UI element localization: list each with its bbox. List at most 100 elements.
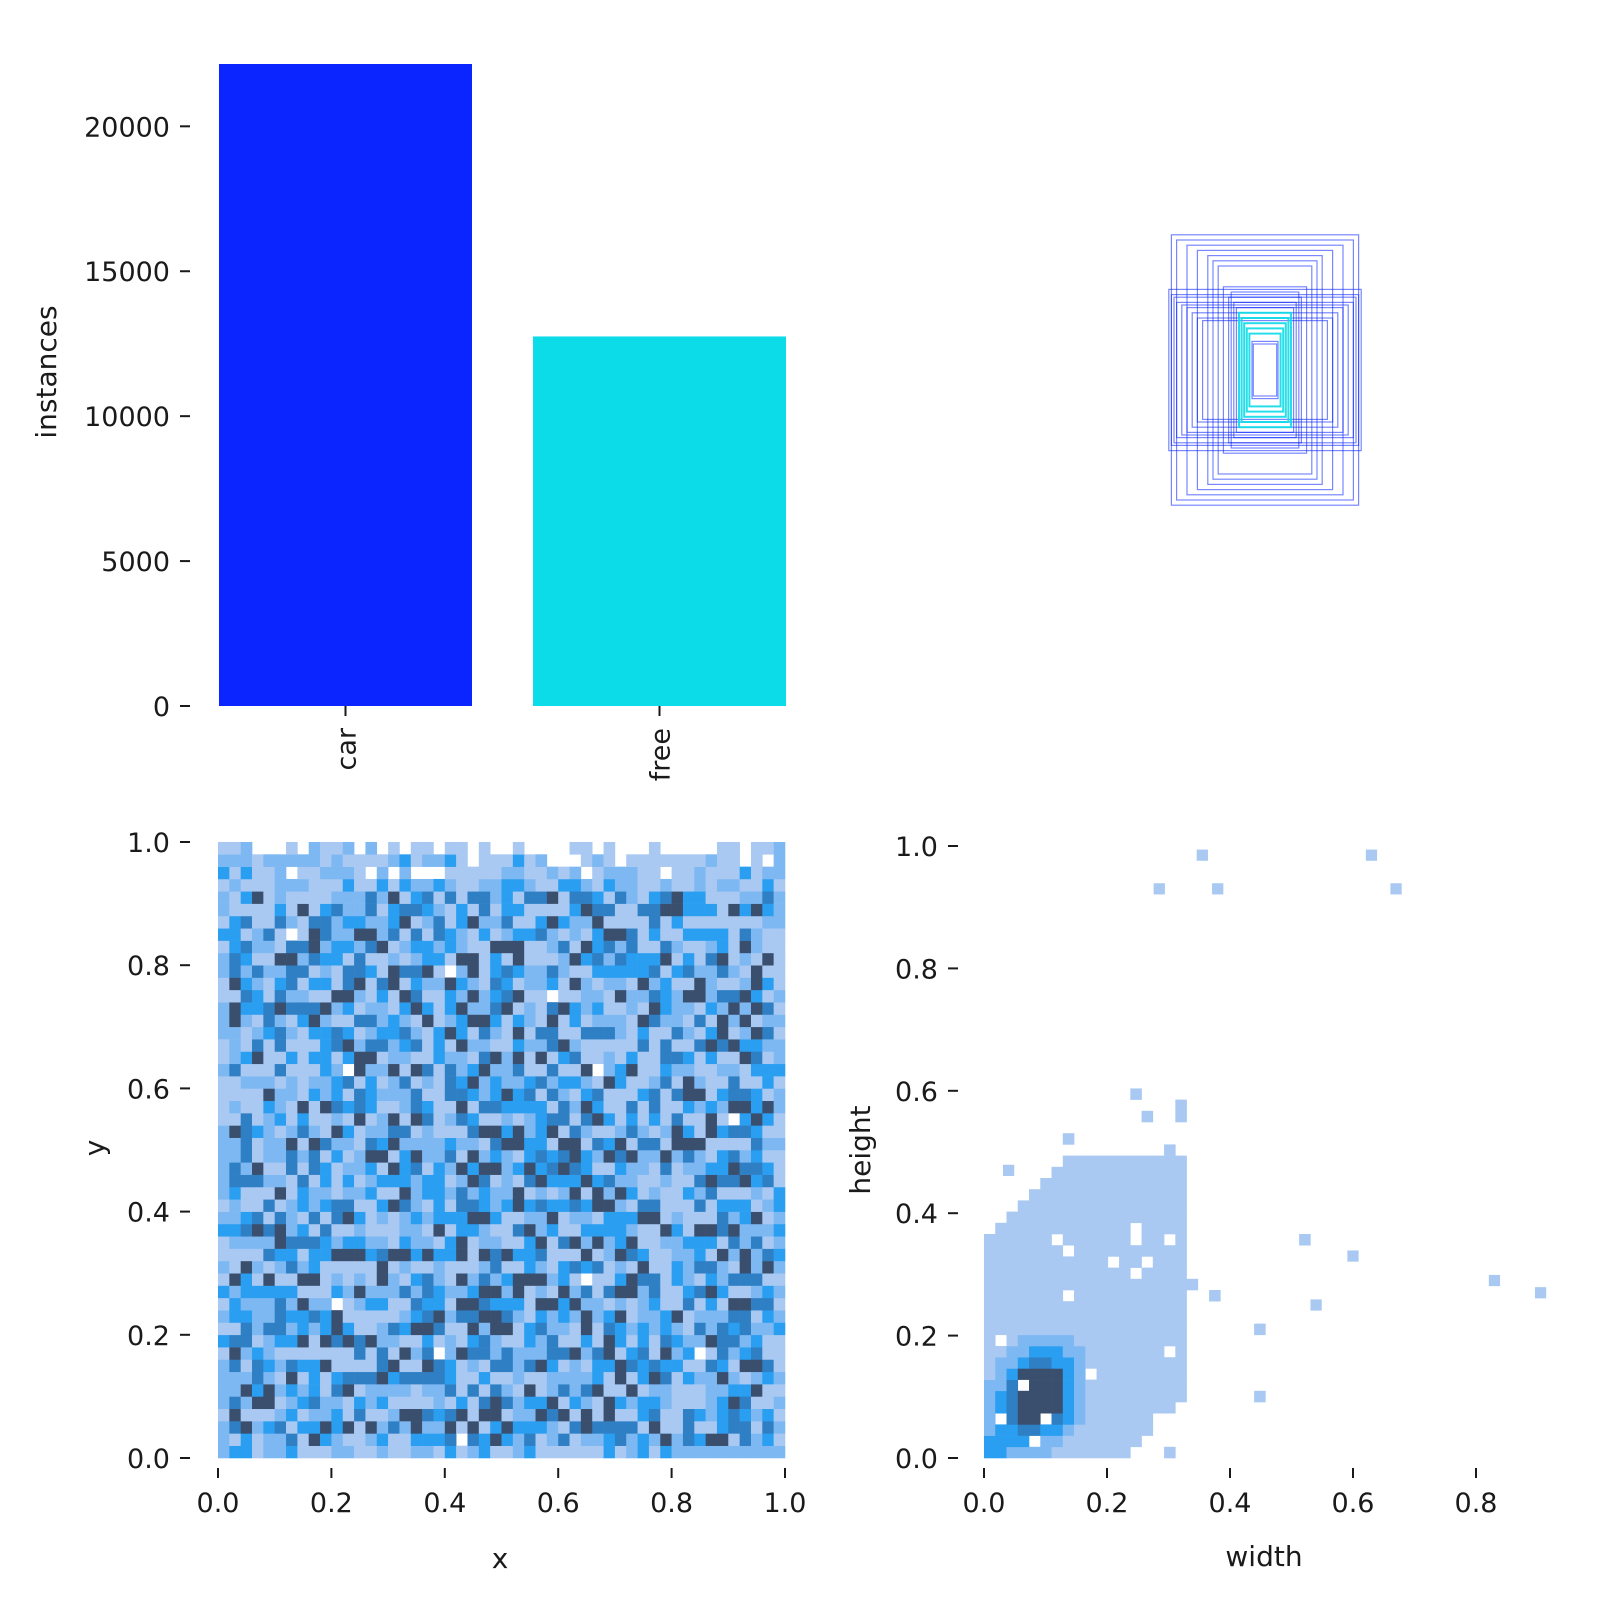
xy-cell xyxy=(297,1186,310,1200)
x-tick-label-free: free xyxy=(646,728,677,781)
wh-cell xyxy=(1175,1346,1187,1358)
xy-cell xyxy=(569,891,582,904)
xy-cell xyxy=(490,878,502,892)
xy-cell xyxy=(410,1039,423,1052)
xy-cell xyxy=(286,1408,298,1422)
xy-cell xyxy=(501,891,514,904)
xy-cell xyxy=(376,866,389,880)
xy-cell xyxy=(365,1174,378,1188)
xy-cell xyxy=(388,1125,400,1138)
xy-cell xyxy=(218,940,230,954)
xy-cell xyxy=(388,854,400,867)
xy-cell xyxy=(716,1113,729,1126)
xy-cell xyxy=(773,1359,786,1373)
xy-cell xyxy=(682,1162,695,1175)
wh-cell xyxy=(1051,1267,1064,1280)
xy-cell xyxy=(603,1063,616,1077)
xy-cell xyxy=(342,1273,355,1286)
xy-cell xyxy=(240,1223,253,1237)
wh-cell xyxy=(1141,1290,1154,1302)
wh-cell xyxy=(1141,1346,1154,1358)
xy-cell xyxy=(626,1297,638,1311)
xy-cell xyxy=(240,1310,253,1323)
xy-cell xyxy=(444,1051,457,1065)
xy-cell xyxy=(750,1322,763,1336)
xy-cell xyxy=(308,1174,321,1188)
wh-cell xyxy=(1051,1166,1064,1179)
xy-cell xyxy=(535,989,548,1003)
xy-cell xyxy=(603,1088,616,1102)
xy-cell xyxy=(308,1150,321,1163)
xy-cell xyxy=(331,940,344,954)
xy-cell xyxy=(297,977,310,991)
xy-cell xyxy=(297,903,310,917)
wh-cell xyxy=(1040,1222,1052,1235)
xy-cell xyxy=(535,928,548,941)
wh-cell xyxy=(1130,1435,1142,1448)
wh-cell xyxy=(1119,1357,1131,1369)
xy-cell xyxy=(637,1063,650,1077)
xy-cell xyxy=(218,1273,230,1286)
xy-cell xyxy=(762,1322,774,1336)
xy-histogram-cells xyxy=(218,842,786,1459)
xy-cell xyxy=(739,1334,752,1348)
xy-cell xyxy=(728,1445,740,1459)
xy-cell xyxy=(229,1014,241,1028)
xy-cell xyxy=(422,1310,434,1323)
xy-cell xyxy=(331,878,344,892)
wh-cell xyxy=(1029,1267,1041,1280)
xy-cell xyxy=(410,1236,423,1249)
xy-cell xyxy=(240,977,253,991)
xy-cell xyxy=(229,1310,241,1323)
xy-cell xyxy=(286,1039,298,1052)
xy-cell xyxy=(501,952,514,966)
xy-cell xyxy=(558,965,570,978)
xy-cell xyxy=(739,940,752,954)
xy-cell xyxy=(535,1162,548,1175)
xy-cell xyxy=(388,1236,400,1249)
wh-cell xyxy=(1062,1446,1075,1459)
xy-cell xyxy=(739,1310,752,1323)
xy-cell xyxy=(399,866,412,880)
xy-cell xyxy=(716,1063,729,1077)
wh-cell xyxy=(1029,1402,1041,1414)
wh-cell xyxy=(1130,1200,1142,1212)
xy-cell xyxy=(274,854,287,867)
xy-cell xyxy=(478,1310,491,1323)
xy-cell xyxy=(558,1137,570,1151)
xy-cell xyxy=(467,1384,480,1397)
xy-cell xyxy=(694,1039,706,1052)
xy-cell xyxy=(671,1322,684,1336)
xy-cell xyxy=(354,1408,366,1422)
xy-cell xyxy=(592,1322,604,1336)
xy-cell xyxy=(535,1039,548,1052)
xy-cell xyxy=(286,1026,298,1040)
xy-cell xyxy=(456,965,468,978)
xy-cell xyxy=(648,1347,661,1360)
xy-cell xyxy=(750,1371,763,1385)
xy-cell xyxy=(456,1285,468,1299)
wh-cell xyxy=(1152,1256,1165,1268)
wh-cell xyxy=(1152,1155,1165,1168)
xy-cell xyxy=(365,1236,378,1249)
xy-cell xyxy=(376,1076,389,1089)
xy-cell xyxy=(297,1199,310,1212)
xy-cell xyxy=(399,1199,412,1212)
box-6 xyxy=(1217,265,1313,475)
xy-cell xyxy=(603,1322,616,1336)
xy-cell xyxy=(365,1433,378,1446)
xy-cell xyxy=(478,1384,491,1397)
xy-cell xyxy=(456,866,468,880)
xy-cell xyxy=(263,1186,275,1200)
xy-cell xyxy=(218,1150,230,1163)
xy-cell xyxy=(252,928,264,941)
xy-cell xyxy=(376,1396,389,1410)
xy-cell xyxy=(342,1125,355,1138)
xy-cell xyxy=(422,1174,434,1188)
wh-cell xyxy=(1152,1222,1165,1235)
xy-cell xyxy=(614,1260,627,1274)
xy-cell xyxy=(410,1199,423,1212)
xy-cell xyxy=(671,1273,684,1286)
wh-cell xyxy=(1085,1222,1097,1235)
wh-cell xyxy=(1130,1166,1142,1179)
